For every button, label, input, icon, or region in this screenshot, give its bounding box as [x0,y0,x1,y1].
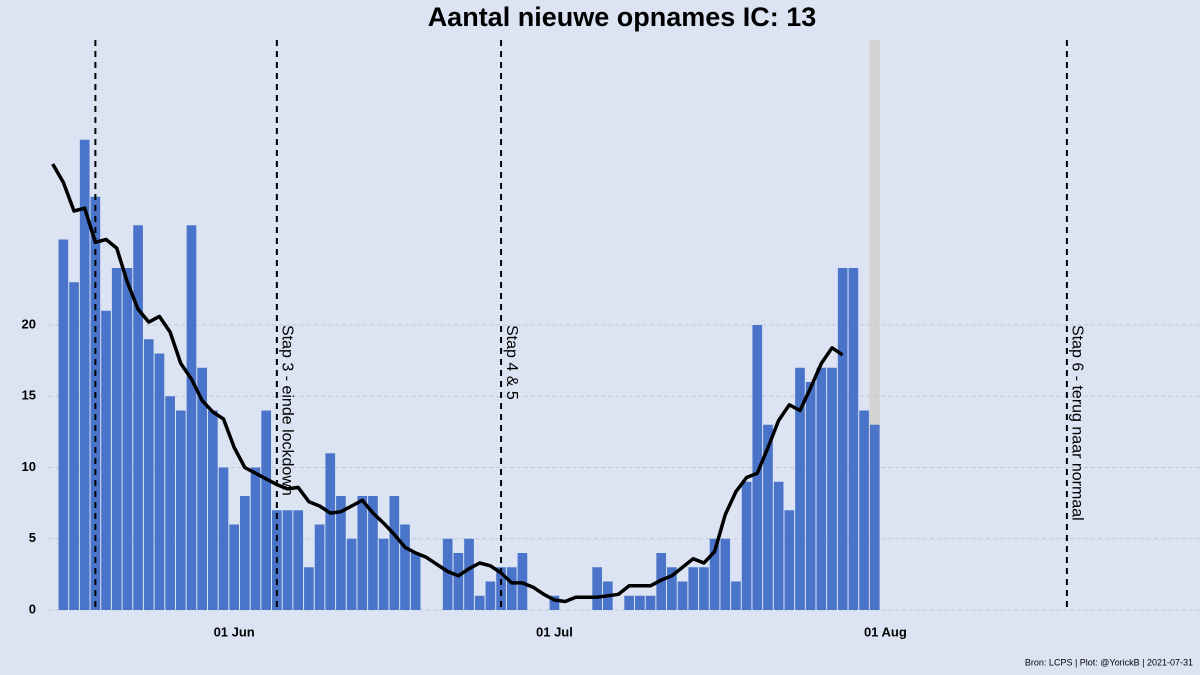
bar [325,453,336,610]
bar [837,268,848,610]
bar [314,524,325,610]
bar [133,225,143,610]
bar [773,481,784,610]
bar [261,410,272,610]
bar [720,538,731,610]
bar [699,567,709,610]
bar [827,367,837,610]
bar [197,367,207,610]
event-label: Stap 6 - terug naar normaal [1069,325,1086,521]
bar [175,410,186,610]
bar [101,310,111,610]
bar [816,367,827,610]
bar [293,510,304,610]
y-tick-label: 10 [22,459,36,474]
bar [848,268,859,610]
bar [442,538,453,610]
bar [677,581,688,610]
bar [240,496,250,610]
bar [400,524,410,610]
bar [282,510,293,610]
bar [795,367,805,610]
bar [763,424,773,610]
bar [69,282,79,610]
bar [752,325,763,610]
bar [154,353,165,610]
event-label: Stap 3 - einde lockdown [279,325,296,496]
bar [207,410,218,610]
bar [592,567,602,610]
bar [741,481,752,610]
bar [389,496,400,610]
bar [688,567,699,610]
x-tick-label: 01 Jun [214,624,255,639]
bar [709,538,720,610]
bar [453,553,464,610]
bar [506,567,517,610]
bar [79,139,90,610]
bar [464,538,474,610]
line [51,163,844,604]
bar [635,595,645,610]
bar [784,510,795,610]
bar [485,581,496,610]
bar [731,581,741,610]
x-tick-label: 01 Aug [864,624,907,639]
bar [165,396,175,610]
chart-title: Aantal nieuwe opnames IC: 13 [428,2,817,32]
bar [143,339,154,610]
bar [624,595,635,610]
y-tick-label: 20 [22,316,36,331]
bar [346,538,357,610]
event-label: Stap 4 & 5 [503,325,520,400]
bar [368,496,378,610]
bar [474,595,485,610]
bar [496,567,506,610]
bar [336,496,346,610]
bar [229,524,240,610]
bar [410,553,421,610]
bar [869,424,880,610]
bar [357,496,368,610]
bar [378,538,389,610]
bar [111,268,122,610]
source-note: Bron: LCPS | Plot: @YorickB | 2021-07-31 [1025,657,1193,667]
bar [250,467,261,610]
bar [805,382,816,610]
bar [58,239,69,610]
bar [859,410,869,610]
y-tick-label: 0 [29,601,36,616]
bar [645,595,656,610]
bar [667,567,677,610]
bar [218,467,229,610]
bar [122,268,133,610]
y-tick-label: 15 [22,388,36,403]
bar [304,567,314,610]
bar [186,225,197,610]
bar [549,595,560,610]
x-tick-label: 01 Jul [536,624,573,639]
y-tick-label: 5 [29,530,36,545]
